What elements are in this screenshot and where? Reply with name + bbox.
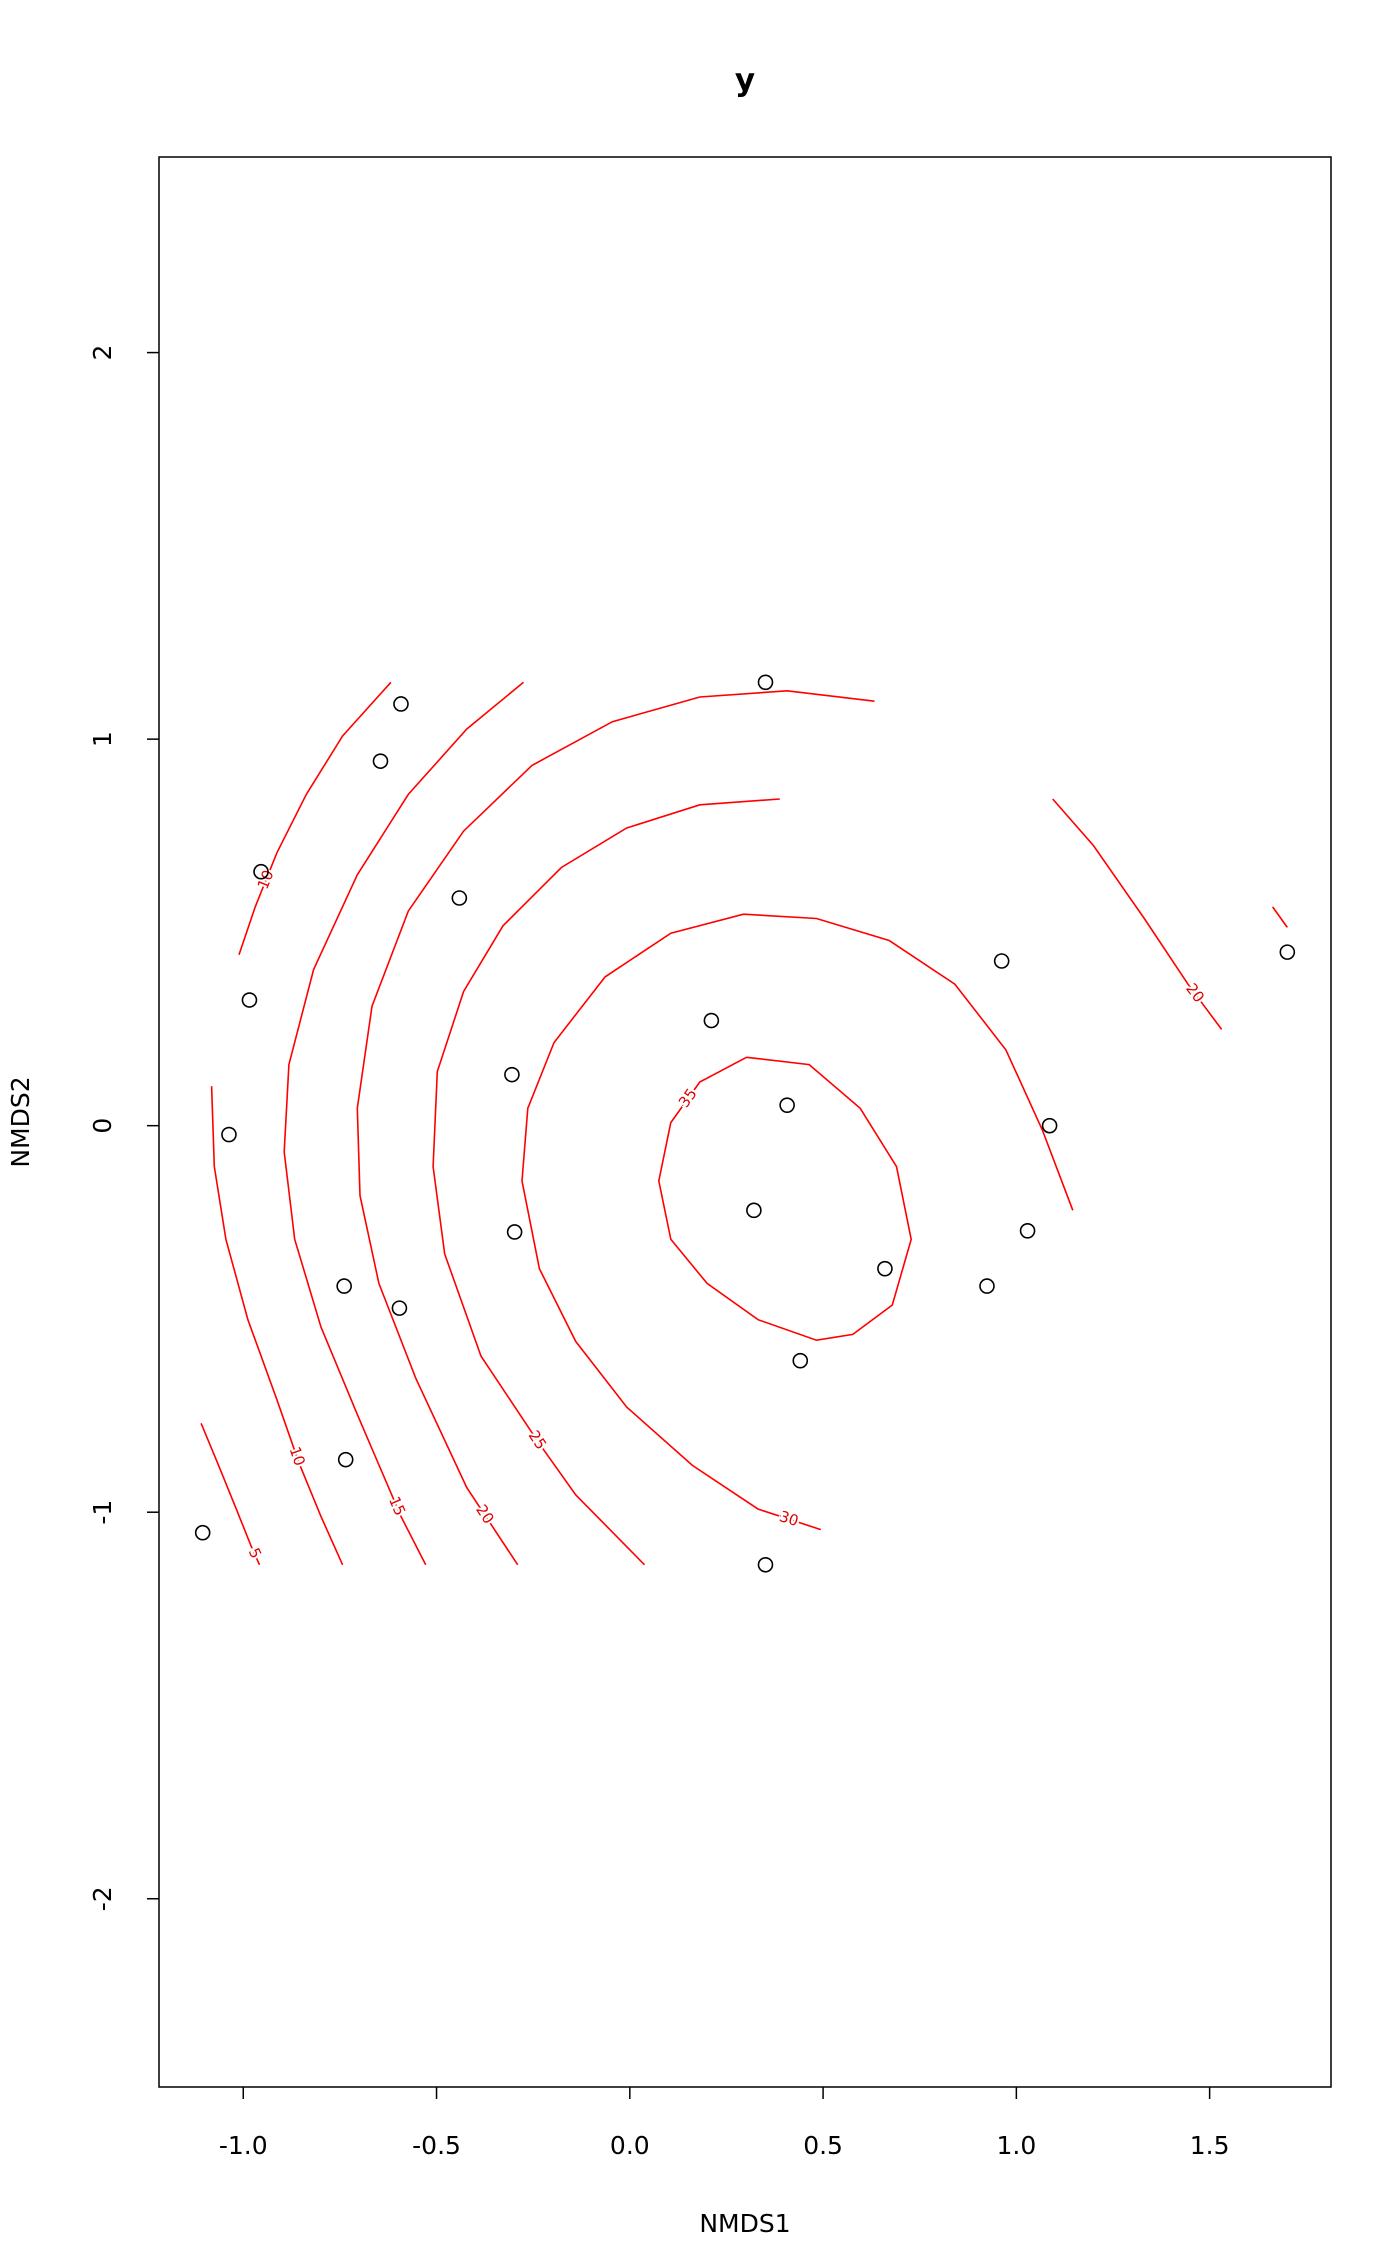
plot-frame <box>158 156 1332 2088</box>
point <box>703 1012 720 1029</box>
contour-line <box>210 1086 344 1566</box>
y-tick-label: 1 <box>88 731 117 747</box>
point <box>253 863 269 880</box>
point <box>241 992 258 1008</box>
y-tick-label: -2 <box>88 1886 117 1911</box>
x-tick-label: 0.5 <box>803 2131 843 2160</box>
point <box>393 696 409 712</box>
point <box>877 1260 893 1277</box>
point <box>1041 1117 1058 1134</box>
point <box>746 1202 762 1219</box>
point <box>757 674 774 691</box>
contour-line <box>432 798 780 1566</box>
point <box>979 1278 995 1294</box>
contour-line <box>356 689 875 1566</box>
contour-line <box>283 681 525 1566</box>
point <box>757 1556 774 1573</box>
point <box>1279 944 1296 960</box>
contour-label: 15 <box>385 1494 409 1519</box>
x-tick-label: 0.0 <box>610 2131 650 2160</box>
x-axis-title: NMDS1 <box>699 2209 790 2238</box>
x-tick-label: -1.0 <box>219 2131 268 2160</box>
point <box>506 1224 523 1240</box>
contour-line <box>1052 798 1223 1030</box>
y-axis-title: NMDS2 <box>6 1076 35 1167</box>
contour-label: 25 <box>525 1427 551 1453</box>
point <box>993 953 1010 969</box>
point <box>792 1352 809 1369</box>
y-tick-label: 0 <box>88 1118 117 1134</box>
point <box>337 1451 354 1468</box>
contour-line <box>1271 906 1288 928</box>
contour-line <box>521 913 1074 1531</box>
point <box>504 1066 520 1083</box>
contour-line <box>238 681 392 956</box>
point <box>1019 1223 1036 1239</box>
contour-label: 5 <box>245 1545 265 1561</box>
point <box>221 1126 237 1143</box>
contour-label: 20 <box>472 1501 498 1527</box>
contour-label: 10 <box>254 867 278 891</box>
contour-label: 35 <box>675 1085 701 1111</box>
point <box>391 1300 408 1316</box>
contour-line <box>200 1422 261 1566</box>
point <box>451 890 468 906</box>
chart-title: y <box>735 63 755 99</box>
contour-line <box>657 1056 913 1342</box>
point <box>336 1278 352 1294</box>
x-tick-label: 1.0 <box>996 2131 1036 2160</box>
contour-label: 10 <box>286 1444 309 1468</box>
x-tick-label: -0.5 <box>412 2131 461 2160</box>
y-tick-label: 2 <box>88 345 117 361</box>
x-tick-label: 1.5 <box>1190 2131 1230 2160</box>
point <box>194 1524 211 1541</box>
point <box>779 1097 795 1113</box>
contour-label: 20 <box>1182 980 1208 1006</box>
y-tick-label: -1 <box>88 1500 117 1525</box>
contour-label: 30 <box>777 1507 801 1530</box>
point <box>372 753 389 769</box>
